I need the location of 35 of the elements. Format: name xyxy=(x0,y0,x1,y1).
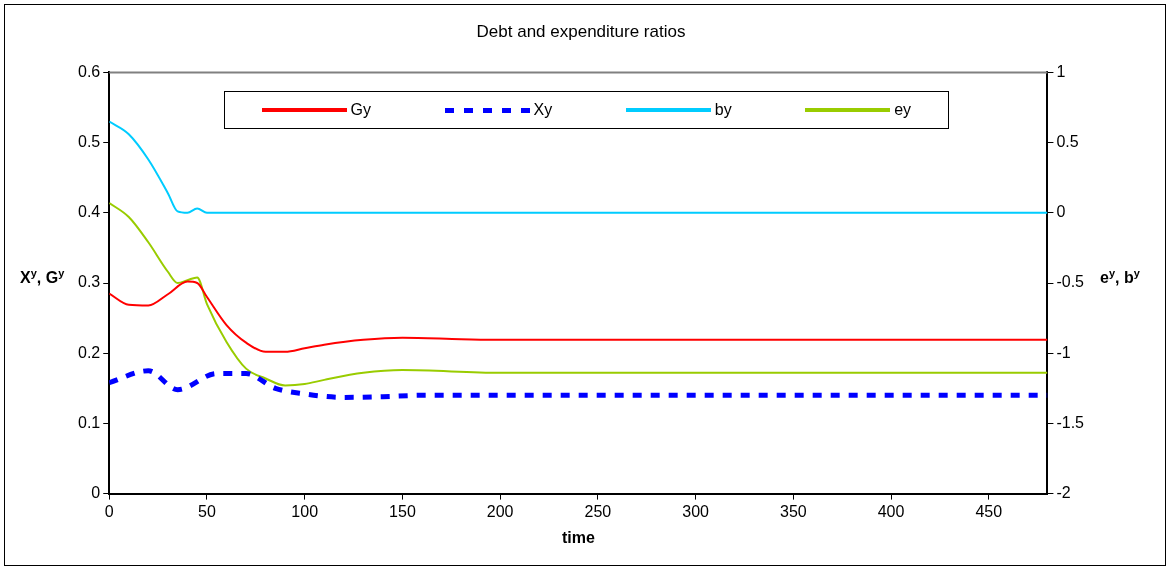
y-tick-label: 0.4 xyxy=(77,203,101,221)
legend-label: Gy xyxy=(350,101,372,120)
y-tick-label: 0.1 xyxy=(77,413,101,431)
legend-label: by xyxy=(714,101,732,120)
y2-tick-label: 1 xyxy=(1056,62,1066,80)
x-tick-label: 250 xyxy=(584,502,612,520)
x-tick-label: 400 xyxy=(877,502,905,520)
y-tick-label: 0.6 xyxy=(77,62,101,80)
y2-tick-label: 0.5 xyxy=(1056,133,1079,151)
y2-tick-label: -1 xyxy=(1056,343,1071,361)
x-tick-label: 450 xyxy=(975,502,1003,520)
y-tick-label: 0.5 xyxy=(77,133,101,151)
y-tick-label: 0.3 xyxy=(77,273,101,291)
x-axis-title: time xyxy=(561,528,595,546)
x-tick-label: 0 xyxy=(104,502,114,520)
x-tick-label: 200 xyxy=(486,502,514,520)
y-axis-title: X$^{y}$, G$^{y}$ xyxy=(20,267,65,288)
line-series xyxy=(109,120,1048,214)
line-series xyxy=(109,201,1048,387)
y-tick-label: 0.2 xyxy=(77,343,101,361)
y2-axis-title: e$^{y}$, b$^{y}$ xyxy=(1100,267,1140,288)
y2-tick-label: -1.5 xyxy=(1056,413,1085,431)
y2-tick-label: -2 xyxy=(1056,484,1071,502)
chart-title: Debt and expenditure ratios xyxy=(476,21,686,41)
legend-label: ey xyxy=(894,101,912,120)
x-tick-label: 300 xyxy=(682,502,710,520)
x-tick-label: 350 xyxy=(779,502,807,520)
x-tick-label: 50 xyxy=(198,502,216,520)
x-tick-label: 150 xyxy=(389,502,416,520)
line-series xyxy=(109,280,1048,353)
legend-label: Xy xyxy=(533,101,553,120)
y2-tick-label: -0.5 xyxy=(1056,273,1085,291)
y-tick-label: 0 xyxy=(91,484,101,502)
y2-tick-label: 0 xyxy=(1056,203,1066,221)
x-tick-label: 100 xyxy=(291,502,319,520)
